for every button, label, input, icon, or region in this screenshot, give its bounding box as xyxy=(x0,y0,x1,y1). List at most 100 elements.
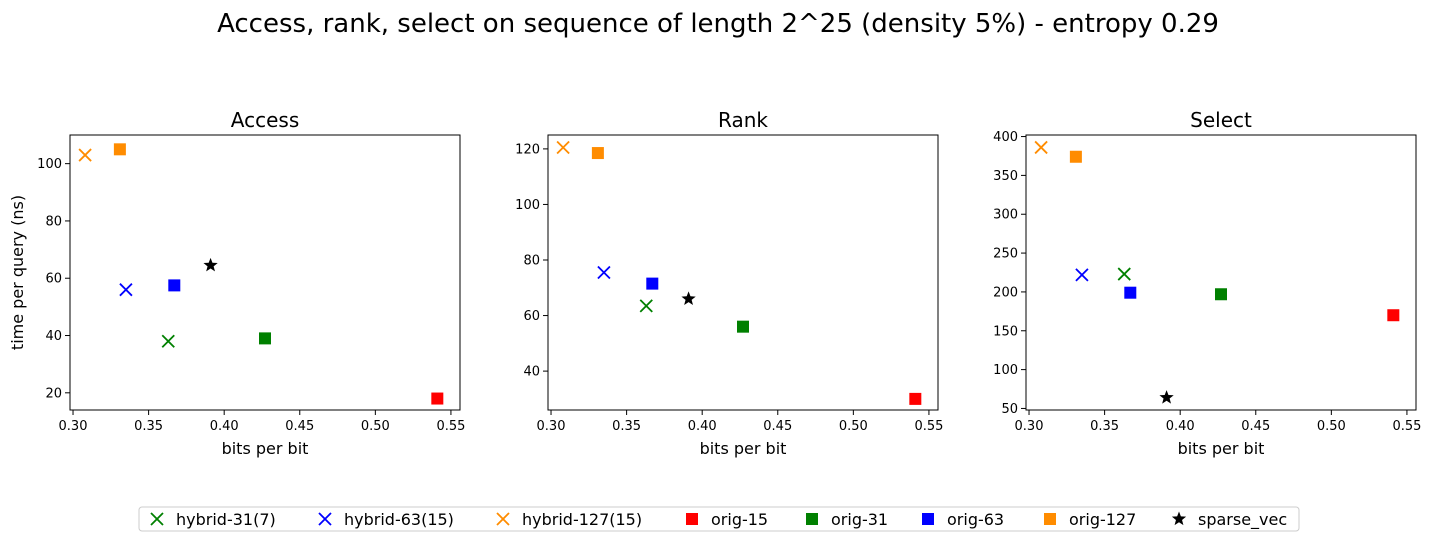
legend-label: hybrid-63(15) xyxy=(344,510,454,529)
legend-label: orig-31 xyxy=(831,510,888,529)
y-tick-label: 250 xyxy=(993,247,1018,262)
legend-marker-orig-127 xyxy=(1044,513,1056,525)
subplot-title: Rank xyxy=(718,108,768,132)
x-tick-label: 0.40 xyxy=(1166,419,1195,434)
legend-marker-hybrid-127-15 xyxy=(496,512,510,526)
x-tick-label: 0.55 xyxy=(1392,419,1421,434)
point-orig-63 xyxy=(168,279,181,292)
point-orig-31 xyxy=(737,320,749,333)
y-tick-label: 20 xyxy=(45,386,62,401)
point-hybrid-127-15 xyxy=(556,140,570,155)
x-tick-label: 0.30 xyxy=(537,419,566,434)
y-tick-label: 400 xyxy=(993,130,1018,145)
subplot-rank: Rank 0.30 0.35 0.40 0.45 0.50 0.55 40 60 80 100 120… xyxy=(515,108,943,458)
point-sparse-vec xyxy=(681,291,696,305)
point-orig-63 xyxy=(1124,286,1137,299)
y-tick-label: 150 xyxy=(993,324,1018,339)
y-tick-label: 350 xyxy=(993,169,1018,184)
legend-item-hybrid-63-15: hybrid-63(15) xyxy=(318,510,454,529)
y-tick-label: 100 xyxy=(993,363,1018,378)
x-tick-label: 0.55 xyxy=(436,419,465,434)
x-tick-label: 0.50 xyxy=(839,419,868,434)
point-orig-15 xyxy=(909,392,922,405)
legend-marker-orig-15 xyxy=(686,513,698,525)
x-tick-label: 0.50 xyxy=(361,419,390,434)
point-orig-63 xyxy=(646,277,659,290)
legend-label: orig-127 xyxy=(1069,510,1136,529)
x-axis-label: bits per bit xyxy=(1178,439,1265,458)
point-hybrid-31-7 xyxy=(639,299,653,313)
point-orig-127 xyxy=(113,143,126,156)
legend-label: orig-15 xyxy=(711,510,768,529)
plot-frame xyxy=(1025,134,1417,411)
point-orig-127 xyxy=(591,147,604,160)
plot-frame xyxy=(547,134,939,411)
x-tick-label: 0.45 xyxy=(1241,419,1270,434)
x-tick-label: 0.50 xyxy=(1317,419,1346,434)
y-tick-label: 40 xyxy=(523,365,540,380)
legend-label: hybrid-31(7) xyxy=(176,510,276,529)
x-tick-label: 0.45 xyxy=(285,419,314,434)
x-tick-label: 0.30 xyxy=(59,419,88,434)
y-tick-label: 300 xyxy=(993,208,1018,223)
legend-marker-sparse-vec xyxy=(1171,511,1187,526)
point-hybrid-63-15 xyxy=(119,283,133,297)
subplot-title: Select xyxy=(1190,108,1252,132)
y-tick-label: 80 xyxy=(45,214,62,229)
subplot-access: Access 0.30 0.35 0.40 0.45 0.50 0.55 20 40 60 80 10… xyxy=(8,108,465,458)
x-axis-label: bits per bit xyxy=(222,439,309,458)
point-orig-31 xyxy=(1215,288,1227,301)
point-orig-31 xyxy=(259,332,271,345)
point-orig-15 xyxy=(431,392,444,405)
point-hybrid-31-7 xyxy=(1117,267,1131,281)
y-tick-label: 100 xyxy=(37,157,62,172)
x-tick-label: 0.40 xyxy=(688,419,717,434)
x-tick-label: 0.35 xyxy=(134,419,163,434)
legend-item-sparse-vec: sparse_vec xyxy=(1171,510,1287,530)
legend-marker-orig-31 xyxy=(806,513,818,525)
y-tick-label: 120 xyxy=(515,142,540,157)
legend-label: sparse_vec xyxy=(1198,510,1287,530)
subplots: Access 0.30 0.35 0.40 0.45 0.50 0.55 20 40 60 80 10… xyxy=(8,108,1421,458)
y-tick-label: 40 xyxy=(45,329,62,344)
point-sparse-vec xyxy=(1159,390,1174,404)
legend-marker-orig-63 xyxy=(922,513,934,525)
figure-title: Access, rank, select on sequence of leng… xyxy=(217,9,1219,39)
point-hybrid-63-15 xyxy=(597,265,611,280)
legend-item-orig-15: orig-15 xyxy=(686,510,768,529)
y-tick-label: 60 xyxy=(523,309,540,324)
x-tick-label: 0.30 xyxy=(1015,419,1044,434)
point-sparse-vec xyxy=(203,257,218,272)
plot-frame xyxy=(69,134,461,411)
legend-label: orig-63 xyxy=(947,510,1004,529)
point-hybrid-63-15 xyxy=(1075,268,1089,282)
point-hybrid-31-7 xyxy=(161,334,175,348)
y-tick-label: 50 xyxy=(1001,402,1018,417)
legend-marker-hybrid-63-15 xyxy=(318,512,332,526)
x-tick-label: 0.35 xyxy=(1090,419,1119,434)
legend-frame xyxy=(138,506,1300,532)
y-tick-label: 60 xyxy=(45,272,62,287)
legend-marker-hybrid-31-7 xyxy=(150,512,164,526)
x-axis-label: bits per bit xyxy=(700,439,787,458)
x-tick-label: 0.35 xyxy=(612,419,641,434)
legend-item-orig-63: orig-63 xyxy=(922,510,1004,529)
subplot-title: Access xyxy=(231,108,299,132)
legend-item-hybrid-127-15: hybrid-127(15) xyxy=(496,510,642,529)
x-tick-label: 0.45 xyxy=(763,419,792,434)
point-hybrid-127-15 xyxy=(78,148,92,162)
y-tick-label: 200 xyxy=(993,285,1018,300)
legend-item-orig-31: orig-31 xyxy=(806,510,888,529)
legend-label: hybrid-127(15) xyxy=(522,510,642,529)
y-axis-label: time per query (ns) xyxy=(8,195,27,350)
point-orig-15 xyxy=(1387,309,1400,322)
x-tick-label: 0.40 xyxy=(210,419,239,434)
y-tick-label: 80 xyxy=(523,254,540,269)
point-hybrid-127-15 xyxy=(1034,140,1048,155)
subplot-select: Select 0.30 0.35 0.40 0.45 0.50 0.55 50 100 150 20… xyxy=(993,108,1421,458)
y-tick-label: 100 xyxy=(515,198,540,213)
x-tick-label: 0.55 xyxy=(914,419,943,434)
legend: hybrid-31(7) hybrid-63(15) hybrid-127(15) o… xyxy=(138,506,1300,532)
point-orig-127 xyxy=(1069,150,1082,163)
